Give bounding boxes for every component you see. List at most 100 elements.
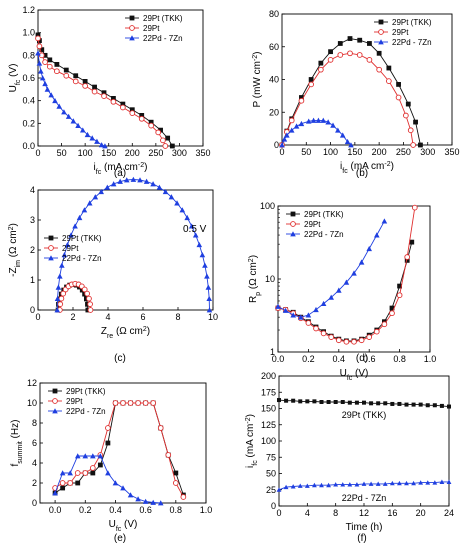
y-tick-label: 50 <box>266 469 276 479</box>
data-point <box>74 453 81 459</box>
data-point <box>397 480 402 486</box>
data-point <box>89 135 96 141</box>
data-point <box>382 481 388 486</box>
data-point <box>328 294 334 300</box>
y-tick-label: 0 <box>271 501 276 511</box>
legend-marker <box>378 29 384 35</box>
data-point <box>44 86 51 92</box>
x-tick-label: 0 <box>35 148 40 158</box>
data-point <box>411 480 416 486</box>
chart-panel-d: 0.0 0.2 0.4 0.6 0.8 1.0 1 10 100 Ufc (V) Rp (Ω cm2… <box>248 201 437 382</box>
x-tick-label: 200 <box>125 148 140 158</box>
data-point <box>82 83 88 89</box>
data-point <box>389 480 395 486</box>
series-black <box>275 239 415 344</box>
data-point <box>340 400 345 404</box>
data-point <box>202 262 208 268</box>
y-tick-label: 10 <box>265 274 275 284</box>
data-point <box>404 257 410 263</box>
annotation: 0.5 V <box>183 224 207 235</box>
data-point <box>98 142 105 148</box>
y-tick-label: 8 <box>32 418 37 428</box>
legend-label: 29Pt <box>62 244 79 253</box>
data-point <box>413 119 418 125</box>
x-tick-label: 250 <box>148 148 163 158</box>
data-point <box>315 117 322 123</box>
legend-label: 29Pt (TKK) <box>392 18 432 27</box>
data-point <box>54 62 60 67</box>
data-point <box>81 207 88 213</box>
data-point <box>39 47 45 53</box>
series-red <box>279 50 416 148</box>
data-point <box>358 259 365 265</box>
data-point <box>335 337 342 344</box>
data-point <box>308 77 314 82</box>
series-line <box>277 207 416 343</box>
x-tick-label: 0.8 <box>170 505 183 515</box>
data-point <box>105 440 111 446</box>
x-tick-label: 24 <box>444 508 454 518</box>
legend-label: 29Pt <box>143 24 160 33</box>
panel-label: (b) <box>356 168 368 179</box>
data-point <box>123 177 130 183</box>
data-point <box>291 398 296 403</box>
data-point <box>368 481 374 486</box>
data-point <box>347 36 353 41</box>
data-point <box>347 400 352 405</box>
data-point <box>358 337 365 344</box>
data-point <box>389 305 395 311</box>
data-point <box>150 181 156 187</box>
x-axis-label: Zre (Ω cm2) <box>101 326 150 340</box>
data-point <box>59 480 66 486</box>
data-point <box>447 404 451 409</box>
data-point <box>129 110 136 116</box>
data-point <box>184 214 191 221</box>
series-black <box>35 32 175 149</box>
data-point <box>127 492 134 498</box>
y-tick-label: 3 <box>30 215 35 225</box>
data-point <box>142 498 149 504</box>
data-point <box>305 399 310 404</box>
data-point <box>284 398 289 403</box>
legend-marker <box>52 408 58 414</box>
data-point <box>282 307 289 313</box>
data-point <box>61 109 67 115</box>
y-tick-label: 200 <box>261 371 276 381</box>
data-point <box>39 75 46 81</box>
data-point <box>92 194 99 200</box>
plot-frame <box>281 13 453 146</box>
data-point <box>82 79 88 84</box>
data-point <box>158 127 163 133</box>
y-tick-label: 4 <box>30 185 35 195</box>
legend-marker <box>52 388 58 394</box>
data-point <box>90 453 96 459</box>
x-axis-label: Time (h) <box>346 522 383 533</box>
data-point <box>425 480 431 485</box>
data-point <box>47 57 53 63</box>
data-point <box>366 245 372 252</box>
x-tick-label: 200 <box>372 147 387 157</box>
y-tick-label: 1 <box>30 275 35 285</box>
y-axis-label: ifc (mA cm-2) <box>245 414 259 468</box>
series-red <box>52 400 187 500</box>
data-point <box>112 480 119 486</box>
data-point <box>404 480 409 486</box>
data-point <box>68 232 74 238</box>
legend-label: 22Pd - 7Zn <box>304 230 344 239</box>
y-tick-label: 0.2 <box>22 118 35 128</box>
data-point <box>120 104 126 111</box>
legend-marker <box>129 15 135 21</box>
data-point <box>61 252 68 258</box>
x-tick-label: 300 <box>420 147 435 157</box>
data-point <box>162 143 169 149</box>
data-point <box>81 286 88 293</box>
data-point <box>92 84 97 90</box>
series-red <box>35 35 169 149</box>
x-tick-label: 150 <box>347 147 362 157</box>
data-point <box>375 481 381 486</box>
legend-marker <box>378 19 384 25</box>
data-point <box>205 284 212 290</box>
legend-label: 29Pt <box>304 220 321 229</box>
